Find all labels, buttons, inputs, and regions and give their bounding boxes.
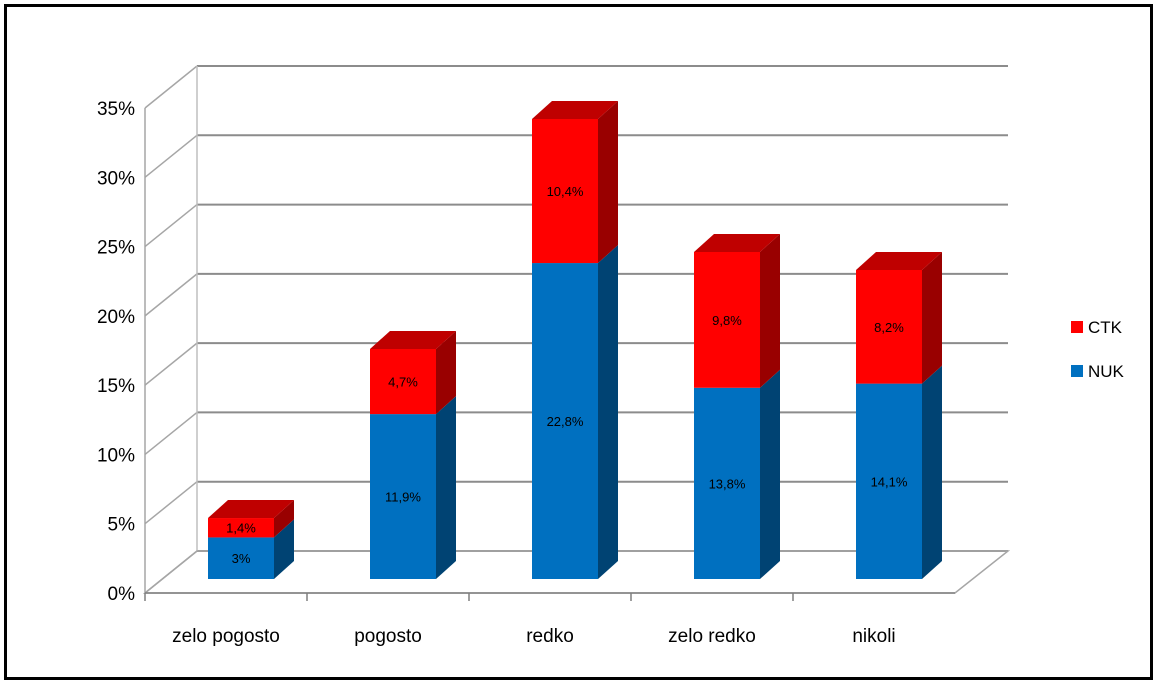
bars: [208, 100, 942, 580]
gridline-diagonal: [144, 203, 198, 248]
bar-top-face: [208, 500, 294, 519]
bar-CTK-nikoli: [856, 251, 942, 384]
data-label: 10,4%: [547, 184, 584, 199]
bar-NUK-redko: [532, 245, 618, 580]
bar-side-face: [598, 100, 618, 264]
bar-side-face: [760, 233, 780, 388]
bar-NUK-pogosto: [370, 396, 456, 579]
y-tick-label: 15%: [97, 376, 135, 397]
y-tick-label: 25%: [97, 238, 135, 259]
legend-swatch-CTK: [1071, 321, 1083, 333]
data-label: 4,7%: [388, 375, 418, 390]
bar-side-face: [922, 365, 942, 579]
data-label: 8,2%: [874, 320, 904, 335]
bar-front-face: [532, 118, 598, 264]
legend: CTK NUK: [1071, 318, 1125, 381]
stacked-bar-chart: 0% 5% 10% 15% 20% 25% 30% 35% zelo pogosto pogost…: [97, 65, 1125, 647]
bar-front-face: [856, 383, 922, 579]
y-tick-label: 35%: [97, 99, 135, 120]
bar-side-face: [436, 330, 456, 415]
bar-top-face: [532, 100, 618, 119]
chart-frame: 0% 5% 10% 15% 20% 25% 30% 35% zelo pogosto pogost…: [4, 4, 1153, 680]
gridline-diagonal: [144, 342, 198, 386]
gridline-diagonal: [144, 65, 198, 109]
bar-top-face: [694, 233, 780, 252]
x-category-label: zelo pogosto: [172, 626, 280, 647]
gridline-diagonal: [144, 134, 198, 178]
bar-front-face: [856, 269, 922, 384]
gridline-diagonal: [144, 411, 198, 456]
bar-front-face: [208, 537, 274, 579]
bar-side-face: [436, 396, 456, 579]
bar-front-face: [208, 518, 274, 538]
axes: 0% 5% 10% 15% 20% 25% 30% 35% zelo pogosto pogost…: [97, 66, 1011, 647]
bar-front-face: [694, 387, 760, 579]
bar-front-face: [694, 251, 760, 388]
bar-NUK-nikoli: [856, 365, 942, 579]
y-tick-label: 5%: [108, 515, 136, 536]
y-tick-label: 30%: [97, 168, 135, 189]
data-label: 3%: [232, 551, 251, 566]
data-label: 1,4%: [226, 521, 256, 536]
bar-side-face: [274, 500, 294, 538]
data-label: 22,8%: [547, 414, 584, 429]
bar-CTK-pogosto: [370, 330, 456, 415]
bar-top-face: [370, 330, 456, 349]
bar-side-face: [760, 369, 780, 579]
bar-NUK-zelo-redko: [694, 369, 780, 579]
gridline-diagonal: [144, 481, 198, 525]
bar-front-face: [532, 263, 598, 579]
x-category-label: redko: [526, 626, 574, 647]
data-labels: 3% 1,4% 11,9% 4,7% 22,8% 10,4% 13,8% 9,8% 14,1% 8…: [226, 184, 908, 566]
bar-CTK-zelo-pogosto: [208, 500, 294, 538]
bar-CTK-zelo-redko: [694, 233, 780, 388]
bar-CTK-redko: [532, 100, 618, 264]
y-tick-label: 10%: [97, 445, 135, 466]
legend-label-CTK: CTK: [1088, 318, 1123, 337]
bar-front-face: [370, 348, 436, 415]
y-tick-label: 0%: [108, 584, 136, 605]
x-category-label: pogosto: [354, 626, 422, 647]
bar-side-face: [598, 245, 618, 580]
legend-label-NUK: NUK: [1088, 362, 1125, 381]
bar-side-face: [922, 251, 942, 384]
bar-top-face: [856, 251, 942, 270]
bar-front-face: [370, 414, 436, 579]
data-label: 13,8%: [709, 476, 746, 491]
data-label: 9,8%: [712, 313, 742, 328]
data-label: 14,1%: [871, 474, 908, 489]
bar-side-face: [274, 519, 294, 579]
bar-NUK-zelo-pogosto: [208, 519, 294, 579]
x-category-label: zelo redko: [668, 626, 756, 647]
x-category-label: nikoli: [852, 626, 895, 647]
gridline-diagonal: [144, 273, 198, 317]
legend-swatch-NUK: [1071, 365, 1083, 377]
data-label: 11,9%: [385, 490, 421, 505]
y-tick-label: 20%: [97, 307, 135, 328]
